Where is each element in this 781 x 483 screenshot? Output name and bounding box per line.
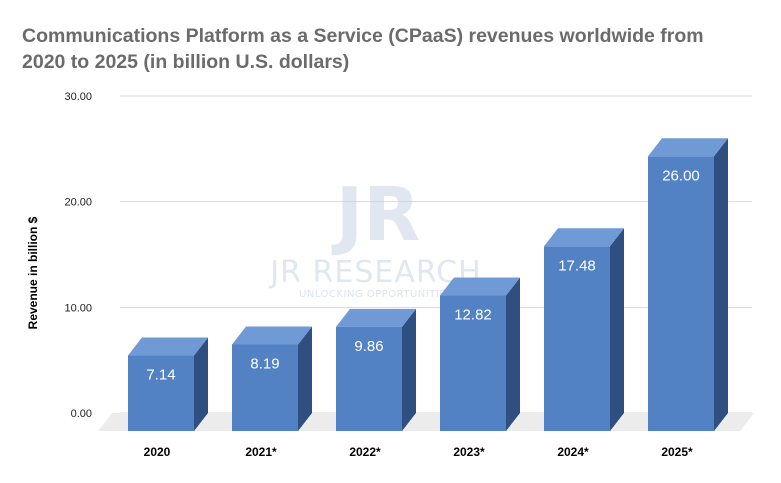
watermark-monogram: JR [331, 172, 421, 258]
bar-top [648, 138, 728, 157]
y-tick-label: 0.00 [71, 408, 92, 420]
bar-top [232, 326, 312, 345]
bar-value-label: 26.00 [662, 167, 700, 184]
watermark-tagline: UNLOCKING OPPORTUNITIES [299, 289, 453, 300]
bar-side [714, 138, 728, 431]
y-tick-label: 20.00 [64, 197, 92, 209]
bar-top [128, 337, 208, 356]
x-tick-label: 2024* [557, 445, 589, 459]
bar-front [648, 156, 714, 431]
bar [440, 277, 520, 431]
bar-value-label: 8.19 [250, 355, 279, 372]
bar-front [440, 295, 506, 431]
bar-top [336, 308, 416, 327]
bar-top [544, 228, 624, 247]
bar-value-label: 7.14 [146, 367, 175, 384]
bar-front [128, 355, 194, 431]
bar-value-label: 17.48 [558, 257, 596, 274]
bar-front [544, 246, 610, 431]
x-tick-label: 2020 [144, 445, 171, 459]
bar [128, 337, 208, 431]
bar [336, 308, 416, 431]
bar-top [440, 277, 520, 296]
bar [232, 326, 312, 431]
x-tick-label: 2021* [245, 445, 277, 459]
x-tick-label: 2022* [349, 445, 381, 459]
x-tick-label: 2025* [661, 445, 693, 459]
y-axis-label: Revenue in billion $ [26, 216, 40, 329]
y-tick-label: 10.00 [64, 302, 92, 314]
chart-title-line-2: 2020 to 2025 (in billion U.S. dollars) [22, 51, 350, 73]
y-tick-label: 30.00 [64, 91, 92, 103]
bar [648, 138, 728, 431]
bars [128, 138, 728, 431]
chart-title-line-1: Communications Platform as a Service (CP… [22, 25, 704, 47]
bar-front [232, 344, 298, 431]
bar-side [506, 277, 520, 431]
bar [544, 228, 624, 431]
bar-side [402, 308, 416, 431]
bar-side [298, 326, 312, 431]
bar-value-label: 9.86 [354, 338, 383, 355]
watermark-name: JR RESEARCH [268, 255, 481, 290]
bar-value-label: 12.82 [454, 307, 492, 324]
labels: 0.00 10.00 20.00 30.00 Revenue in billion $ 7… [26, 91, 700, 459]
bar-front [336, 326, 402, 431]
bar-side [194, 337, 208, 431]
bar-side [610, 228, 624, 431]
chart-title: Communications Platform as a Service (CP… [22, 23, 762, 75]
x-tick-label: 2023* [453, 445, 485, 459]
